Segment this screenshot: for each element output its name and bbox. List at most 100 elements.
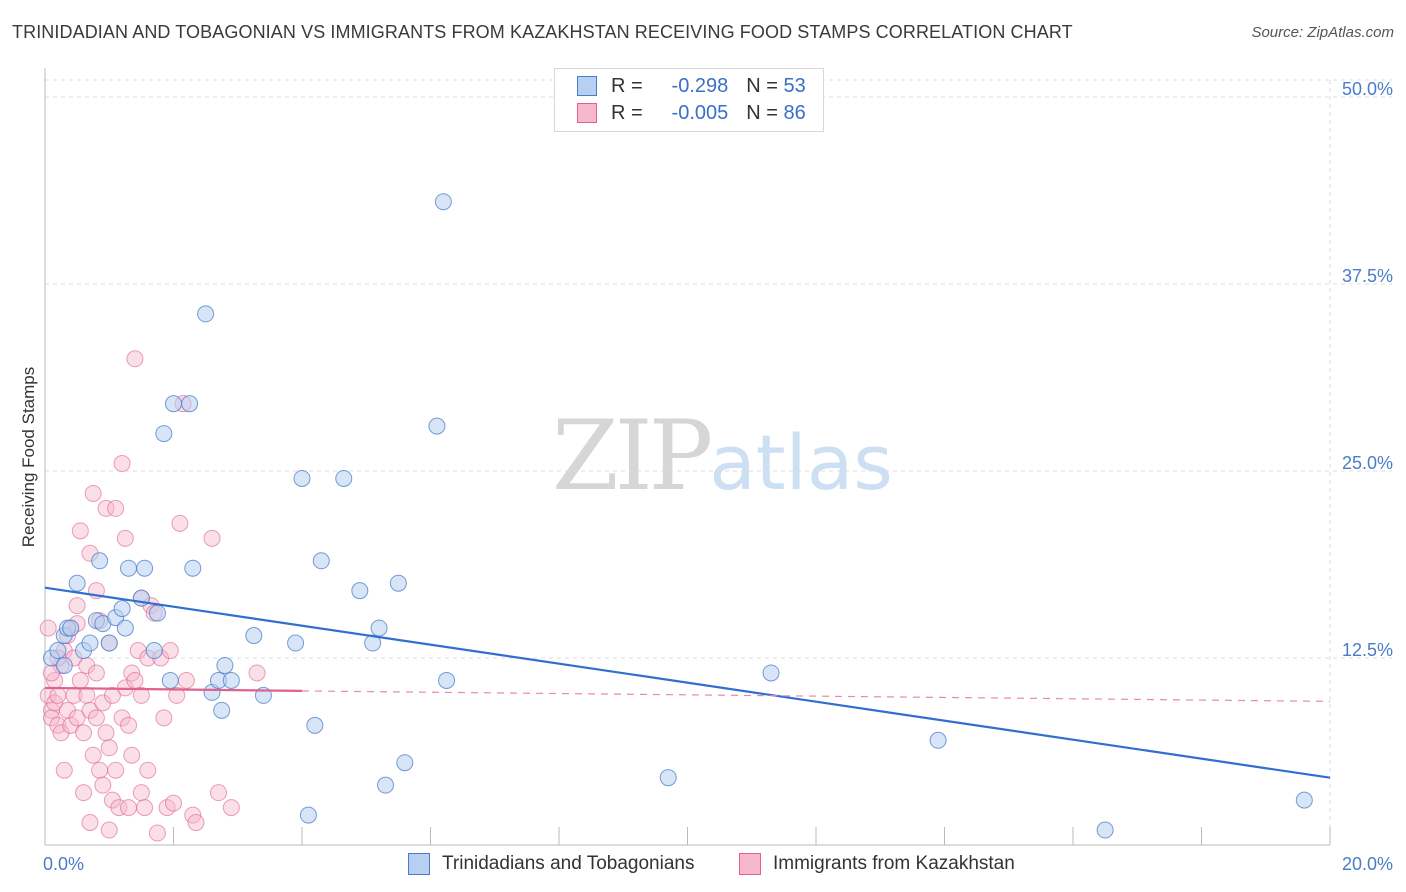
data-point-kazakhstan [139,761,157,779]
data-point-kazakhstan [100,821,118,839]
data-point-trinidadian [55,656,73,674]
data-point-trinidadian [396,754,414,772]
trend-line-kazakhstan-extension [301,690,1331,702]
data-point-trinidadian [161,671,179,689]
data-point-trinidadian [377,776,395,794]
bottom-legend-trinidadian: Trinidadians and Tobagonians [408,851,694,877]
data-point-kazakhstan [123,746,141,764]
data-point-trinidadian [222,671,240,689]
correlation-legend: R = -0.298 N = 53 R = -0.005 N = 86 [554,68,824,132]
y-tick-label: 50.0% [1342,79,1393,99]
data-point-trinidadian [1295,791,1313,809]
data-point-kazakhstan [126,350,144,368]
data-point-kazakhstan [116,529,134,547]
data-point-trinidadian [762,664,780,682]
data-point-kazakhstan [132,686,150,704]
data-point-kazakhstan [120,716,138,734]
data-point-kazakhstan [161,642,179,660]
data-point-trinidadian [165,395,182,413]
data-point-kazakhstan [39,619,57,637]
legend-swatch-blue [577,76,597,96]
trend-line-kazakhstan [44,686,303,693]
legend-swatch-pink [577,103,597,123]
tick-labels: 12.5% 25.0% 37.5% 50.0% 0.0% 20.0% [43,79,1393,874]
data-point-kazakhstan [94,776,112,794]
chart-title: TRINIDADIAN AND TOBAGONIAN VS IMMIGRANTS… [12,22,1073,42]
data-point-kazakhstan [113,455,131,473]
data-point-kazakhstan [84,746,102,764]
data-point-trinidadian [389,574,407,592]
data-point-kazakhstan [171,514,189,532]
data-point-trinidadian [659,769,677,787]
data-point-kazakhstan [68,709,86,727]
data-point-trinidadian [287,634,305,652]
legend-row-trinidadian: R = -0.298 N = 53 [577,73,806,99]
data-point-trinidadian [116,619,134,637]
legend-n-label: N = [746,74,778,97]
source-label: Source: ZipAtlas.com [1251,24,1394,41]
data-point-trinidadian [213,701,231,719]
data-point-trinidadian [312,552,330,570]
data-point-kazakhstan [75,724,93,742]
legend-r-label: R = [611,74,643,97]
data-point-kazakhstan [209,784,227,802]
data-point-kazakhstan [136,799,154,817]
data-point-kazakhstan [126,671,144,689]
data-point-trinidadian [197,305,215,323]
data-point-trinidadian [293,469,311,487]
data-point-trinidadian [184,559,202,577]
data-point-kazakhstan [168,686,186,704]
data-point-trinidadian [306,716,324,734]
data-point-kazakhstan [120,799,138,817]
data-point-trinidadian [155,425,173,443]
data-point-kazakhstan [103,686,121,704]
data-point-kazakhstan [97,499,115,517]
data-point-kazakhstan [71,671,89,689]
x-tick-label: 0.0% [43,854,84,874]
data-point-trinidadian [428,417,446,435]
data-point-trinidadian [216,656,234,674]
grid [45,79,1392,845]
legend-r-value: -0.298 [671,74,729,97]
data-point-kazakhstan [155,709,173,727]
data-point-trinidadian [181,395,199,413]
data-point-kazakhstan [71,522,89,540]
data-point-trinidadian [335,469,353,487]
bottom-legend-label: Trinidadians and Tobagonians [442,853,695,874]
y-tick-label: 25.0% [1342,453,1393,473]
data-point-trinidadian [136,559,154,577]
watermark-atlas: atlas [709,418,893,507]
x-tick-label: 20.0% [1342,854,1393,874]
data-point-trinidadian [68,574,86,592]
bottom-legend-label: Immigrants from Kazakhstan [773,853,1015,874]
legend-n-value: 86 [783,101,806,124]
trend-line-trinidadian [44,586,1331,779]
legend-n-label: N = [746,101,778,124]
data-point-trinidadian [91,552,109,570]
data-point-trinidadian [370,619,388,637]
data-point-kazakhstan [165,794,182,812]
bottom-legend-swatch-pink [739,853,761,875]
data-point-kazakhstan [177,671,195,689]
data-point-trinidadian [120,559,138,577]
data-point-kazakhstan [81,814,99,832]
trend-lines [44,586,1331,779]
data-point-trinidadian [434,193,452,211]
data-point-trinidadian [148,604,166,622]
data-point-kazakhstan [49,686,67,704]
data-point-kazakhstan [110,799,128,817]
data-point-trinidadian [351,582,369,600]
y-tick-label: 37.5% [1342,266,1393,286]
data-point-kazakhstan [87,664,105,682]
data-point-trinidadian [81,634,99,652]
y-tick-label: 12.5% [1342,640,1393,660]
watermark-zip: ZIP [552,400,713,512]
data-point-kazakhstan [248,664,266,682]
legend-r-label: R = [611,101,643,124]
data-point-kazakhstan [84,484,102,502]
data-point-trinidadian [299,806,317,824]
data-point-kazakhstan [91,761,109,779]
data-point-kazakhstan [68,597,86,615]
data-point-kazakhstan [203,529,221,547]
